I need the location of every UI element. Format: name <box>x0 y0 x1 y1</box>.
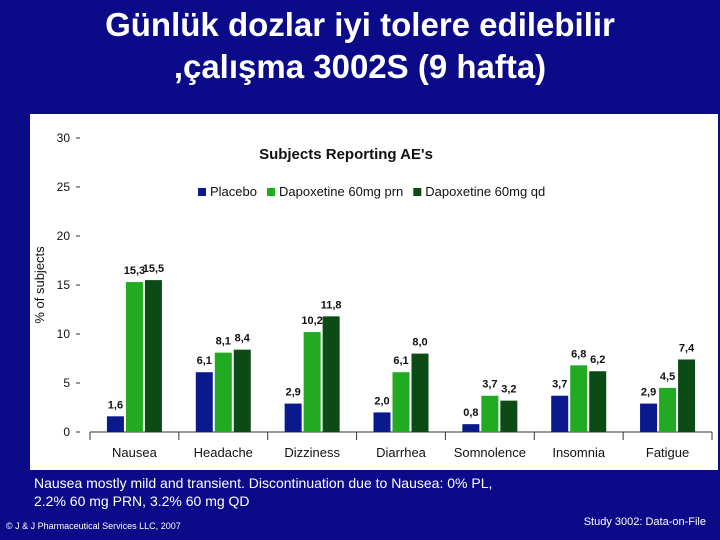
bar <box>284 403 302 432</box>
data-label: 6,1 <box>197 355 212 367</box>
x-tick-label: Somnolence <box>454 445 526 460</box>
data-label: 2,0 <box>374 395 389 407</box>
data-label: 2,9 <box>285 387 300 399</box>
bar <box>106 416 124 432</box>
bar <box>678 359 696 432</box>
bar <box>322 316 340 432</box>
bar <box>195 372 213 432</box>
legend-swatch <box>266 188 275 196</box>
data-label: 11,8 <box>321 299 342 311</box>
data-label: 10,2 <box>301 315 322 327</box>
bar <box>392 372 410 432</box>
x-tick-label: Nausea <box>112 445 158 460</box>
data-label: 2,9 <box>641 387 656 399</box>
footnote-line-1: Nausea mostly mild and transient. Discon… <box>34 475 493 491</box>
chart-title: Subjects Reporting AE's <box>259 146 433 163</box>
data-label: 15,5 <box>143 263 164 275</box>
bar <box>481 395 499 432</box>
data-label: 0,8 <box>463 407 478 419</box>
x-tick-label: Diarrhea <box>376 445 427 460</box>
y-tick-label: 20 <box>57 229 71 243</box>
y-tick-label: 10 <box>57 327 71 341</box>
legend-label: Dapoxetine 60mg prn <box>279 184 403 199</box>
bar <box>144 280 162 432</box>
bar <box>233 349 251 432</box>
data-label: 15,3 <box>124 265 145 277</box>
bar <box>125 282 143 432</box>
ae-bar-chart: Subjects Reporting AE's % of subjects 0 5 10… <box>32 131 713 460</box>
data-label: 6,2 <box>590 354 605 366</box>
data-label: 6,1 <box>393 355 408 367</box>
legend-swatch <box>413 188 422 196</box>
y-tick-label: 25 <box>57 180 71 194</box>
chart-panel: Subjects Reporting AE's % of subjects 0 5 10… <box>30 114 718 470</box>
x-tick-label: Fatigue <box>646 445 689 460</box>
bar <box>640 403 658 432</box>
bar <box>214 352 232 432</box>
y-tick-label: 30 <box>57 131 71 145</box>
y-tick-label: 15 <box>57 278 71 292</box>
data-label: 6,8 <box>571 348 586 360</box>
bar <box>500 400 518 432</box>
data-label: 7,4 <box>679 342 695 354</box>
bar <box>303 332 321 432</box>
data-label: 8,4 <box>235 333 251 345</box>
data-label: 3,7 <box>482 379 497 391</box>
bar <box>462 424 480 432</box>
y-tick-label: 5 <box>63 376 70 390</box>
bar <box>659 387 677 432</box>
x-tick-label: Dizziness <box>284 445 340 460</box>
bar <box>551 395 569 432</box>
bar <box>411 353 429 432</box>
bar <box>570 365 588 432</box>
legend-label: Placebo <box>210 184 257 199</box>
footnote-line-2: 2.2% 60 mg PRN, 3.2% 60 mg QD <box>34 493 250 509</box>
slide-title-line-1: Günlük dozlar iyi tolere edilebilir <box>105 6 615 43</box>
slide-title-line-2: ,çalışma 3002S (9 hafta) <box>173 48 547 85</box>
data-label: 8,0 <box>412 337 427 349</box>
y-tick-label: 0 <box>63 425 70 439</box>
legend-swatch <box>198 188 206 196</box>
x-tick-label: Headache <box>194 445 253 460</box>
data-label: 3,7 <box>552 379 567 391</box>
copyright-notice: © J & J Pharmaceutical Services LLC, 200… <box>6 521 181 531</box>
footnote: Nausea mostly mild and transient. Discon… <box>34 474 594 510</box>
x-tick-label: Insomnia <box>552 445 606 460</box>
data-label: 4,5 <box>660 371 675 383</box>
source-note: Study 3002: Data-on-File <box>583 516 706 528</box>
data-label: 3,2 <box>501 384 516 396</box>
y-axis-label: % of subjects <box>32 246 47 324</box>
data-label: 1,6 <box>108 399 123 411</box>
data-label: 8,1 <box>216 336 231 348</box>
legend-label: Dapoxetine 60mg qd <box>425 184 545 199</box>
bar <box>589 371 607 432</box>
slide-title: Günlük dozlar iyi tolere edilebilir ,çal… <box>0 4 720 88</box>
bar <box>373 412 391 432</box>
